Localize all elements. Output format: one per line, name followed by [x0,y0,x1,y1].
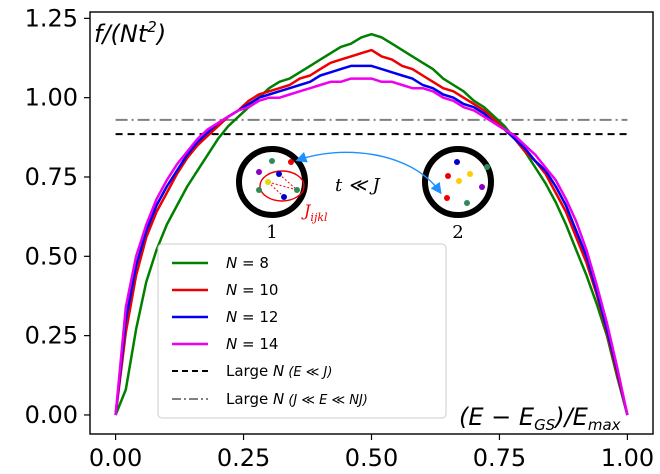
series-line [114,48,629,416]
y-tick-label: 0.00 [25,401,78,429]
legend-label: N = 8 [226,254,269,272]
x-label-mid: )/E [553,403,588,431]
legend-label: Large N (J ≪ E ≪ NJ) [226,390,368,408]
data-series [114,32,629,416]
coupling-link [278,173,298,191]
legend-label: Large N (E ≪ J) [226,362,332,380]
y-tick-label: 1.00 [25,84,78,112]
hopping-arrow [295,151,442,195]
legend-entry-n8: N = 8 [172,254,269,272]
particle-dot [281,194,287,200]
legend-box [157,243,447,419]
legend-entry-n12: N = 12 [172,308,278,326]
x-tick-label: 1.00 [601,444,654,472]
particle-dot [265,179,271,185]
series-line [114,77,629,416]
x-label-sub-max: max [588,416,621,434]
particle-dot [467,171,473,177]
series-line [114,32,629,416]
coupling-link [267,181,298,191]
coupling-j: J [301,201,312,220]
y-label-mid: /(Nt [100,20,148,48]
legend-entry-n10: N = 10 [172,281,278,299]
particle-dot [444,195,450,201]
y-tick-label: 1.25 [25,4,78,32]
x-tick-label: 0.75 [473,444,526,472]
hopping-label: t ≪ J [335,175,382,196]
legend-label: N = 10 [226,281,278,299]
x-tick-label: 0.00 [89,444,142,472]
y-tick-label: 0.25 [25,322,78,350]
particle-dot [454,159,460,165]
particle-dot [294,187,300,193]
particle-dot [464,200,470,206]
legend-entry-large-n-low: Large N (E ≪ J) [172,362,332,380]
particle-dot [269,158,275,164]
legend-label: N = 14 [226,335,278,353]
x-tick-label: 0.50 [345,444,398,472]
x-tick-label: 0.25 [217,444,270,472]
dot2-label: 2 [452,222,463,243]
particle-dot [256,169,262,175]
y-label-sup: 2 [147,18,157,36]
coupling-label: Jijkl [301,201,328,224]
x-axis-label: (E − EGS)/Emax [459,403,621,434]
series-line [114,64,629,416]
particle-dot [479,184,485,190]
particle-dot [456,178,462,184]
particle-dot [445,173,451,179]
x-label-sub-gs: GS [534,416,556,434]
particle-dot [484,164,490,170]
particle-dot [256,187,262,193]
particle-dot [288,159,294,165]
legend-label: N = 12 [226,308,278,326]
coupling-sub: ijkl [310,211,328,224]
y-label-end: ) [155,20,166,48]
y-tick-label: 0.75 [25,163,78,191]
dot1-label: 1 [266,222,277,243]
inset-schematic: t ≪ J Jijkl 1 2 [236,146,494,243]
y-tick-label: 0.50 [25,242,78,270]
axis-ticks: 0.00 0.25 0.50 0.75 1.00 0.00 0.25 0.50 0.75 1.00… [25,4,655,472]
legend: N = 8 N = 10 N = 12 N = 14 Large N (E ≪ … [157,243,447,419]
particle-dot [276,171,282,177]
x-label-open: (E − E [459,403,535,431]
legend-entry-large-n-high: Large N (J ≪ E ≪ NJ) [172,390,368,408]
legend-entry-n14: N = 14 [172,335,278,353]
y-axis-label: f/(Nt2) [94,18,166,48]
